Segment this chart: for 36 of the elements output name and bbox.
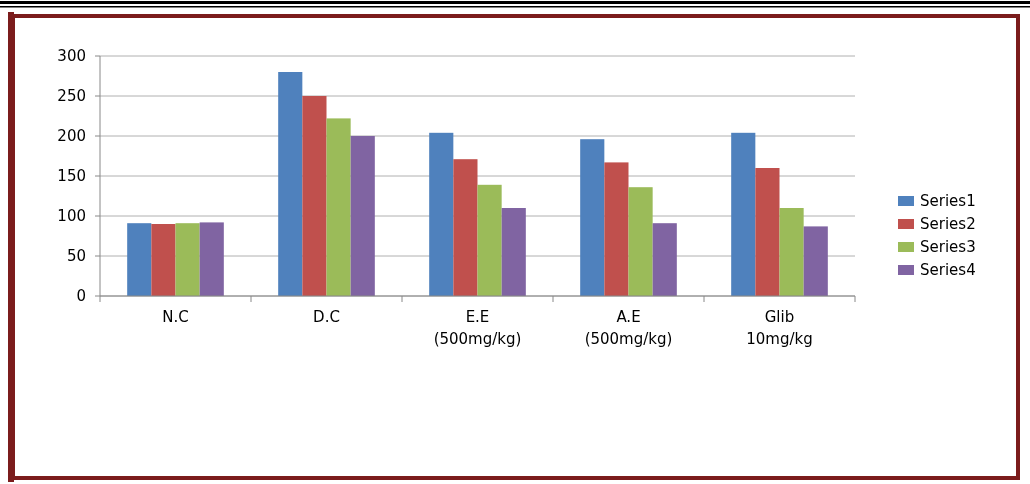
bar <box>175 223 200 296</box>
legend-label: Series3 <box>920 238 976 257</box>
y-tick-label: 100 <box>57 207 86 226</box>
y-tick-label: 200 <box>57 127 86 146</box>
y-tick-label: 0 <box>76 287 86 306</box>
bar <box>453 159 478 296</box>
bar <box>127 223 152 296</box>
legend-label: Series2 <box>920 215 976 234</box>
x-tick-label: N.C <box>162 308 189 326</box>
bar <box>151 224 176 296</box>
bar <box>350 136 375 296</box>
bar <box>652 223 677 296</box>
y-tick-label: 300 <box>57 47 86 66</box>
y-tick-label: 50 <box>66 247 86 266</box>
bar <box>278 72 303 296</box>
bar <box>199 222 224 296</box>
y-tick-label: 250 <box>57 87 86 106</box>
bar <box>628 187 653 296</box>
y-tick-label: 150 <box>57 167 86 186</box>
bar <box>779 208 804 296</box>
x-tick-label: E.E (500mg/kg) <box>433 308 522 348</box>
x-tick-label: Glib 10mg/kg <box>746 308 813 348</box>
bar <box>302 96 327 296</box>
bar <box>803 226 828 296</box>
bar <box>477 184 502 296</box>
bar <box>326 118 351 296</box>
bar <box>731 132 756 296</box>
bar <box>580 139 605 296</box>
legend-label: Series4 <box>920 261 976 280</box>
bar <box>501 208 526 296</box>
bar <box>604 162 629 296</box>
x-tick-label: A.E (500mg/kg) <box>584 308 673 348</box>
x-tick-label: D.C <box>313 308 340 326</box>
bar <box>429 132 454 296</box>
legend-label: Series1 <box>920 192 976 211</box>
bar <box>755 168 780 296</box>
